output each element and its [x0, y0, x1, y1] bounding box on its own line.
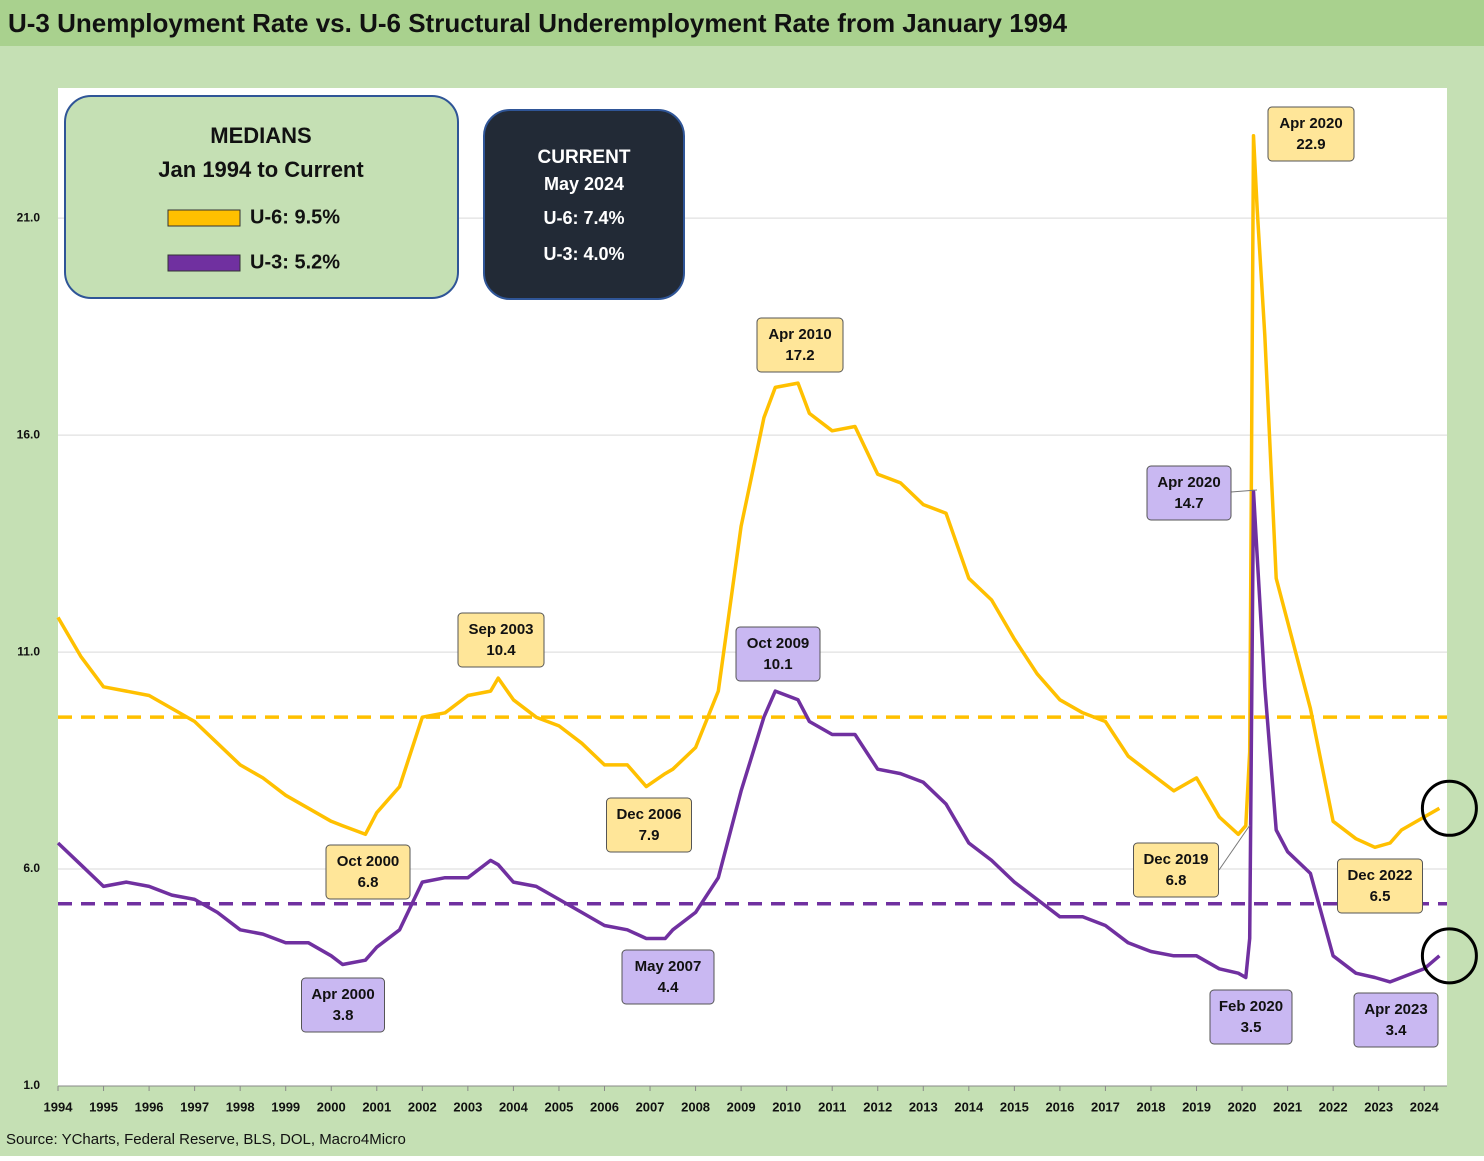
legend-label: U-3: 5.2% [250, 251, 340, 273]
x-tick-label: 2020 [1228, 1099, 1257, 1114]
current-title: CURRENT [538, 147, 631, 168]
annotation-box [621, 949, 715, 1005]
legend-swatch [167, 254, 241, 272]
annotation-text: May 2007 [635, 958, 702, 975]
annotation-text: Apr 2023 [1364, 1001, 1427, 1018]
medians-title: MEDIANS [210, 123, 311, 148]
annotation-text: Apr 2020 [1279, 115, 1342, 132]
annotation-text: Oct 2000 [337, 853, 400, 870]
x-tick-label: 2010 [772, 1099, 801, 1114]
annotation-box [1267, 106, 1355, 162]
chart-title: U-3 Unemployment Rate vs. U-6 Structural… [8, 8, 1068, 38]
x-tick-label: 1998 [226, 1099, 255, 1114]
x-tick-label: 2015 [1000, 1099, 1029, 1114]
annotation-text: 3.5 [1241, 1019, 1262, 1036]
current-value: U-6: 7.4% [543, 208, 624, 228]
x-tick-label: 2021 [1273, 1099, 1302, 1114]
x-tick-label: 2005 [544, 1099, 573, 1114]
source: Source: YCharts, Federal Reserve, BLS, D… [6, 1131, 406, 1148]
annotation-text: Dec 2006 [616, 806, 681, 823]
annotation-text: 4.4 [658, 979, 680, 996]
annotation-text: Apr 2000 [311, 986, 374, 1003]
x-tick-label: 2009 [727, 1099, 756, 1114]
annotation-box [301, 977, 385, 1033]
annotation-text: 3.8 [333, 1007, 354, 1024]
annotation-text: 22.9 [1296, 136, 1325, 153]
x-tick-label: 2011 [818, 1099, 846, 1114]
legend-swatch [167, 209, 241, 227]
x-tick-label: 1994 [44, 1099, 74, 1114]
x-tick-label: 2014 [954, 1099, 984, 1114]
annotation-box [1353, 992, 1439, 1048]
annotation-text: 17.2 [785, 347, 814, 364]
annotation-text: Apr 2020 [1157, 474, 1220, 491]
annotation-text: 14.7 [1174, 495, 1203, 512]
x-tick-label: 1996 [135, 1099, 164, 1114]
legend-label: U-6: 9.5% [250, 206, 340, 228]
y-tick-label: 6.0 [23, 861, 40, 875]
annotation-box [1209, 989, 1293, 1045]
x-tick-label: 2012 [863, 1099, 892, 1114]
annotation-box [457, 612, 545, 668]
medians-subtitle: Jan 1994 to Current [158, 157, 364, 182]
annotation-box [1133, 842, 1219, 898]
annotation-text: 7.9 [639, 827, 660, 844]
x-tick-label: 2022 [1319, 1099, 1348, 1114]
annotation-text: 3.4 [1386, 1022, 1408, 1039]
x-tick-label: 2018 [1137, 1099, 1166, 1114]
annotation-text: Feb 2020 [1219, 998, 1283, 1015]
annotation-text: 6.8 [1166, 872, 1187, 889]
title-bar [0, 0, 1484, 46]
annotation-text: 10.1 [763, 656, 792, 673]
connector [1218, 824, 1251, 871]
annotation-text: Oct 2009 [747, 635, 810, 652]
y-tick-label: 16.0 [17, 427, 41, 441]
x-tick-label: 2004 [499, 1099, 529, 1114]
x-tick-label: 2007 [636, 1099, 665, 1114]
highlight-circle [1420, 779, 1478, 837]
annotation-box [606, 797, 692, 853]
x-tick-label: 2008 [681, 1099, 710, 1114]
annotation-text: Dec 2019 [1143, 851, 1208, 868]
x-tick-label: 2017 [1091, 1099, 1120, 1114]
annotation-box [1146, 465, 1232, 521]
series-line [56, 133, 1441, 850]
annotation-text: Dec 2022 [1347, 867, 1412, 884]
x-tick-label: 2000 [317, 1099, 346, 1114]
x-tick-label: 1999 [271, 1099, 300, 1114]
x-tick-label: 2006 [590, 1099, 619, 1114]
annotation-box [1337, 858, 1423, 914]
y-tick-label: 1.0 [23, 1078, 40, 1092]
medians-box [64, 95, 459, 299]
x-tick-label: 2024 [1410, 1099, 1440, 1114]
x-tick-label: 2001 [362, 1099, 391, 1114]
connector [1230, 489, 1258, 493]
x-tick-label: 2013 [909, 1099, 938, 1114]
annotation-text: 10.4 [486, 642, 516, 659]
annotation-text: 6.5 [1370, 888, 1391, 905]
x-tick-label: 2019 [1182, 1099, 1211, 1114]
x-tick-label: 2016 [1045, 1099, 1074, 1114]
x-tick-label: 1997 [180, 1099, 209, 1114]
current-value: U-3: 4.0% [543, 244, 624, 264]
annotation-text: 6.8 [358, 874, 379, 891]
current-box [483, 109, 685, 300]
y-tick-label: 11.0 [17, 644, 40, 658]
annotation-text: Apr 2010 [768, 326, 831, 343]
x-tick-label: 2023 [1364, 1099, 1393, 1114]
y-tick-label: 21.0 [17, 210, 41, 224]
x-tick-label: 2002 [408, 1099, 437, 1114]
x-tick-label: 1995 [89, 1099, 118, 1114]
current-subtitle: May 2024 [544, 174, 624, 194]
annotation-box [735, 626, 821, 682]
x-tick-label: 2003 [453, 1099, 482, 1114]
annotation-box [756, 317, 844, 373]
annotation-box [325, 844, 411, 900]
highlight-circle [1420, 927, 1478, 985]
series-line [56, 489, 1441, 984]
annotation-text: Sep 2003 [468, 621, 533, 638]
